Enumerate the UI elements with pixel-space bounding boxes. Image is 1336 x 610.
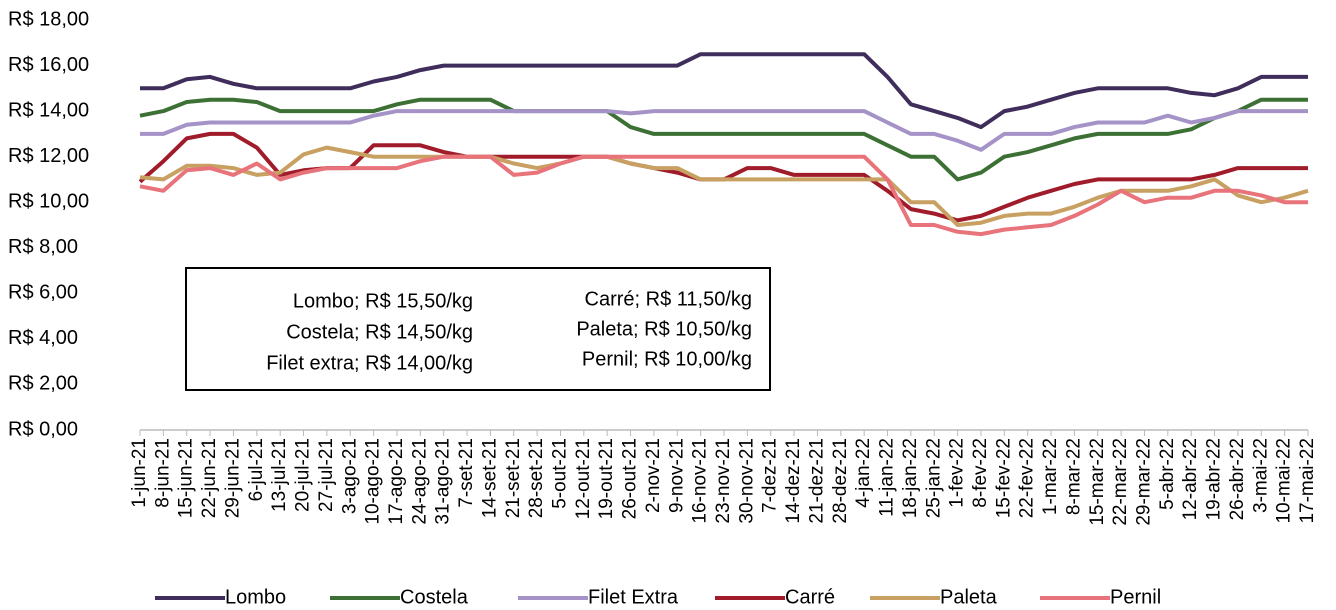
x-tick-label: 3-ago-21	[339, 438, 360, 514]
annotation: Costela; R$ 14,50/kg	[286, 321, 473, 343]
annotation: Carré; R$ 11,50/kg	[585, 288, 753, 310]
annotation: Filet extra; R$ 14,00/kg	[266, 352, 473, 374]
x-tick-label: 24-ago-21	[409, 438, 430, 525]
legend-label: Filet Extra	[588, 586, 679, 608]
annotation: Paleta; R$ 10,50/kg	[576, 318, 752, 340]
x-tick-label: 15-jun-21	[176, 438, 197, 518]
y-tick-label: R$ 10,00	[8, 191, 89, 213]
y-tick-label: R$ 4,00	[8, 327, 78, 349]
x-tick-label: 23-nov-21	[713, 438, 734, 524]
x-tick-label: 12-abr-22	[1180, 438, 1201, 520]
x-tick-label: 12-out-21	[573, 438, 594, 519]
x-tick-label: 28-set-21	[526, 438, 547, 518]
x-tick-label: 26-abr-22	[1227, 438, 1248, 520]
x-tick-label: 14-dez-21	[783, 438, 804, 524]
x-tick-label: 17-mai-22	[1297, 438, 1318, 524]
annotation: Lombo; R$ 15,50/kg	[293, 290, 473, 312]
y-tick-label: R$ 6,00	[8, 282, 78, 304]
x-tick-label: 10-mai-22	[1274, 438, 1295, 524]
x-tick-label: 10-ago-21	[363, 438, 384, 525]
y-tick-label: R$ 12,00	[8, 145, 89, 167]
x-tick-label: 8-jun-21	[152, 438, 173, 508]
legend-label: Carré	[785, 586, 835, 608]
series-line	[139, 145, 1309, 227]
x-tick-label: 2-nov-21	[643, 438, 664, 513]
x-tick-label: 15-fev-22	[993, 438, 1014, 518]
series-line	[139, 97, 1308, 182]
x-tick-label: 9-nov-21	[666, 438, 687, 513]
x-tick-label: 20-jul-21	[293, 438, 314, 512]
x-tick-label: 22-jun-21	[199, 438, 220, 518]
legend-label: Pernil	[1110, 586, 1161, 608]
x-tick-label: 4-jan-22	[853, 438, 874, 508]
x-tick-label: 16-nov-21	[690, 438, 711, 524]
x-tick-label: 13-jul-21	[269, 438, 290, 512]
y-tick-label: R$ 14,00	[8, 99, 89, 121]
x-tick-label: 19-abr-22	[1204, 438, 1225, 520]
annotation: Pernil; R$ 10,00/kg	[582, 348, 752, 370]
x-tick-label: 19-out-21	[596, 438, 617, 519]
series-line	[140, 52, 1308, 130]
x-tick-label: 31-ago-21	[433, 438, 454, 525]
y-tick-label: R$ 0,00	[8, 418, 78, 440]
x-tick-label: 29-mar-22	[1133, 438, 1154, 526]
x-tick-label: 7-dez-21	[760, 438, 781, 513]
x-tick-label: 6-jul-21	[246, 438, 267, 501]
x-tick-label: 25-jan-22	[923, 438, 944, 518]
x-tick-label: 7-set-21	[456, 438, 477, 508]
x-tick-label: 30-nov-21	[736, 438, 757, 524]
x-tick-label: 8-mar-22	[1063, 438, 1084, 515]
x-tick-label: 18-jan-22	[900, 438, 921, 518]
legend-label: Lombo	[225, 586, 286, 608]
y-tick-label: R$ 8,00	[8, 236, 78, 258]
x-tick-label: 15-mar-22	[1087, 438, 1108, 526]
y-tick-label: R$ 2,00	[8, 373, 78, 395]
legend-label: Paleta	[940, 586, 998, 608]
x-tick-label: 28-dez-21	[830, 438, 851, 524]
series-line	[138, 131, 1308, 223]
x-tick-label: 27-jul-21	[316, 438, 337, 512]
x-tick-label: 29-jun-21	[222, 438, 243, 518]
x-tick-label: 22-fev-22	[1017, 438, 1038, 518]
legend-label: Costela	[400, 586, 469, 608]
x-tick-label: 3-mai-22	[1250, 438, 1271, 513]
x-tick-label: 1-fev-22	[947, 438, 968, 508]
x-tick-label: 11-jan-22	[877, 438, 898, 517]
x-tick-label: 14-set-21	[479, 438, 500, 518]
annotation-box	[185, 267, 771, 391]
series-line	[139, 154, 1308, 237]
series-line	[140, 109, 1308, 152]
x-tick-label: 21-set-21	[503, 438, 524, 518]
x-tick-label: 1-mar-22	[1040, 438, 1061, 515]
x-tick-label: 8-fev-22	[970, 438, 991, 508]
x-tick-label: 17-ago-21	[386, 438, 407, 525]
x-tick-label: 5-abr-22	[1157, 438, 1178, 510]
x-tick-label: 21-dez-21	[806, 438, 827, 524]
x-tick-label: 22-mar-22	[1110, 438, 1131, 526]
x-tick-label: 5-out-21	[549, 438, 570, 509]
y-tick-label: R$ 18,00	[8, 8, 89, 30]
x-tick-label: 1-jun-21	[129, 438, 150, 508]
y-tick-label: R$ 16,00	[8, 54, 89, 76]
x-tick-label: 26-out-21	[620, 438, 641, 519]
